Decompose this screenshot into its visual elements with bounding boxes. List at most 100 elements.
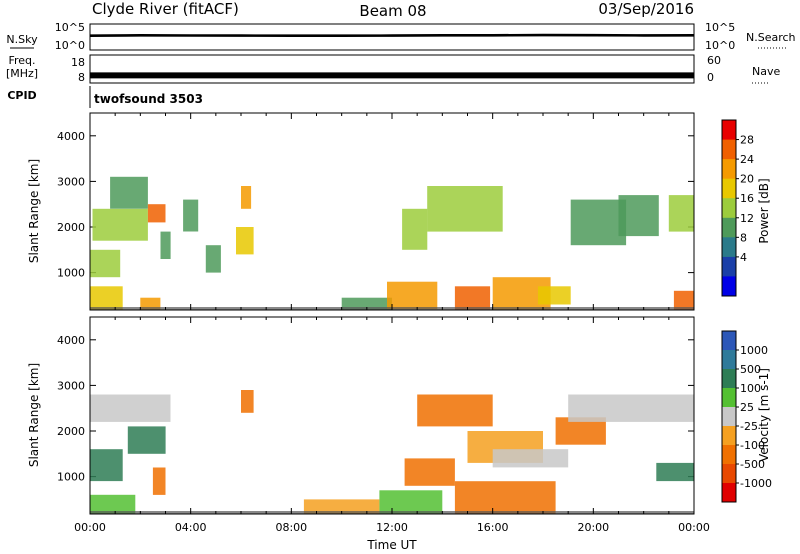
beam-label: Beam 08 xyxy=(359,2,426,20)
velocity-region-6 xyxy=(303,499,380,514)
power-colorbar-frame xyxy=(721,119,737,297)
power-colorbar-ticklabel-2: 20 xyxy=(740,173,754,186)
nsky-label: N.Sky xyxy=(6,33,38,46)
power-colorbar-swatch-0 xyxy=(722,120,736,141)
velocity-region-12 xyxy=(492,449,569,468)
freq-panel-frame xyxy=(89,54,695,84)
nsky-tick-top: 10^5 xyxy=(55,21,85,34)
velocity-colorbar-swatch-8 xyxy=(722,483,736,503)
power-colorbar-ticklabel-5: 8 xyxy=(740,231,747,244)
velocity-region-7 xyxy=(379,490,443,514)
velocity-colorbar-swatch-3 xyxy=(722,388,736,408)
velocity-region-9 xyxy=(417,394,493,427)
power-colorbar-ticklabel-1: 24 xyxy=(740,153,754,166)
velocity-ylabel: Slant Range [km] xyxy=(27,363,41,467)
velocity-region-1 xyxy=(90,449,123,482)
power-region-12 xyxy=(387,281,438,310)
nsky-panel-frame xyxy=(89,23,695,51)
velocity-colorbar-ticklabel-4: -25 xyxy=(740,420,758,433)
velocity-colorbar-swatch-6 xyxy=(722,445,736,465)
power-region-7 xyxy=(183,199,199,232)
power-region-20 xyxy=(668,195,694,232)
velocity-colorbar-ticklabel-3: 25 xyxy=(740,401,754,414)
power-colorbar-swatch-3 xyxy=(722,178,736,199)
power-colorbar-ticklabel-3: 16 xyxy=(740,192,754,205)
velocity-colorbar-ticklabel-2: 100 xyxy=(740,382,761,395)
velocity-xtick-label-1: 04:00 xyxy=(175,521,207,534)
velocity-region-2 xyxy=(90,394,171,422)
velocity-xtick-label-2: 08:00 xyxy=(275,521,307,534)
power-heatmap xyxy=(90,176,694,310)
velocity-xtick-label-0: 00:00 xyxy=(74,521,106,534)
velocity-colorbar-swatch-1 xyxy=(722,350,736,370)
velocity-region-4 xyxy=(152,467,166,495)
power-region-19 xyxy=(618,195,659,237)
velocity-heatmap xyxy=(90,390,695,514)
time-axis-label: Time UT xyxy=(366,538,417,552)
velocity-region-10 xyxy=(454,481,556,514)
velocity-colorbar-label: Velocity [m s-1] xyxy=(757,368,771,462)
power-colorbar-swatch-6 xyxy=(722,237,736,258)
power-colorbar-swatch-5 xyxy=(722,217,736,238)
power-region-6 xyxy=(160,231,171,259)
freq-label-line2: [MHz] xyxy=(6,67,38,80)
nsky-tick-bottom: 10^0 xyxy=(55,39,85,52)
freq-tick-top: 18 xyxy=(71,56,85,69)
power-ytick-label-1000: 1000 xyxy=(57,267,85,280)
velocity-region-0 xyxy=(90,494,136,514)
power-ylabel: Slant Range [km] xyxy=(27,159,41,263)
power-region-1 xyxy=(90,249,121,278)
power-region-2 xyxy=(92,208,148,241)
velocity-colorbar-ticklabel-7: -1000 xyxy=(740,477,772,490)
power-region-0 xyxy=(90,286,123,310)
power-colorbar-ticklabel-4: 12 xyxy=(740,212,754,225)
velocity-colorbar-ticklabel-0: 1000 xyxy=(740,344,768,357)
velocity-region-14 xyxy=(568,394,694,422)
power-region-14 xyxy=(427,186,503,232)
power-colorbar-swatch-7 xyxy=(722,256,736,277)
velocity-colorbar-swatch-7 xyxy=(722,464,736,484)
power-region-17 xyxy=(538,286,571,305)
freq-panel: Freq. [MHz] 18 8 60 0 Nave xyxy=(6,54,781,84)
velocity-xtick-label-6: 00:00 xyxy=(678,521,710,534)
velocity-colorbar-ticklabel-5: -100 xyxy=(740,439,765,452)
velocity-xtick-label-3: 12:00 xyxy=(376,521,408,534)
date-label: 03/Sep/2016 xyxy=(598,0,694,18)
power-ytick-label-2000: 2000 xyxy=(57,221,85,234)
velocity-region-3 xyxy=(127,426,166,454)
power-region-8 xyxy=(205,245,221,273)
cpid-label: CPID xyxy=(7,89,36,102)
power-region-15 xyxy=(454,286,491,310)
cpid-value: twofsound 3503 xyxy=(94,92,203,106)
velocity-colorbar-swatch-2 xyxy=(722,369,736,389)
velocity-xticks: 00:00 04:00 08:00 12:00 16:00 20:00 00:00 xyxy=(74,317,710,534)
velocity-colorbar: Velocity [m s-1] 1000 500 100 25 -25 -100 -500… xyxy=(721,330,772,503)
velocity-xtick-label-5: 20:00 xyxy=(577,521,609,534)
velocity-region-5 xyxy=(241,390,254,413)
power-region-13 xyxy=(402,208,428,250)
power-colorbar-ticklabel-0: 28 xyxy=(740,134,754,147)
power-colorbar-label: Power [dB] xyxy=(757,178,771,243)
power-ytick-label-4000: 4000 xyxy=(57,130,85,143)
power-region-9 xyxy=(236,227,254,255)
velocity-colorbar-swatch-0 xyxy=(722,331,736,351)
chart-title: Clyde River (fitACF) xyxy=(92,0,239,18)
velocity-xtick-label-4: 16:00 xyxy=(477,521,509,534)
power-panel: Slant Range [km] 1000 2000 3000 4000 xyxy=(27,112,695,311)
power-region-3 xyxy=(110,176,148,209)
velocity-ytick-label-4000: 4000 xyxy=(57,334,85,347)
power-region-4 xyxy=(140,297,161,310)
nsky-panel: N.Sky 10^5 10^0 10^5 10^0 N.Search xyxy=(6,21,795,52)
power-colorbar-ticklabel-6: 4 xyxy=(740,251,747,264)
freq-label-line1: Freq. xyxy=(8,54,35,67)
velocity-colorbar-swatch-5 xyxy=(722,426,736,446)
power-ytick-label-3000: 3000 xyxy=(57,175,85,188)
power-region-11 xyxy=(341,297,392,310)
velocity-region-15 xyxy=(656,462,695,482)
velocity-ytick-label-2000: 2000 xyxy=(57,425,85,438)
nave-tick-bottom: 0 xyxy=(707,71,714,84)
velocity-yticks: 1000 2000 3000 4000 xyxy=(57,334,694,484)
velocity-colorbar-frame xyxy=(721,330,737,503)
